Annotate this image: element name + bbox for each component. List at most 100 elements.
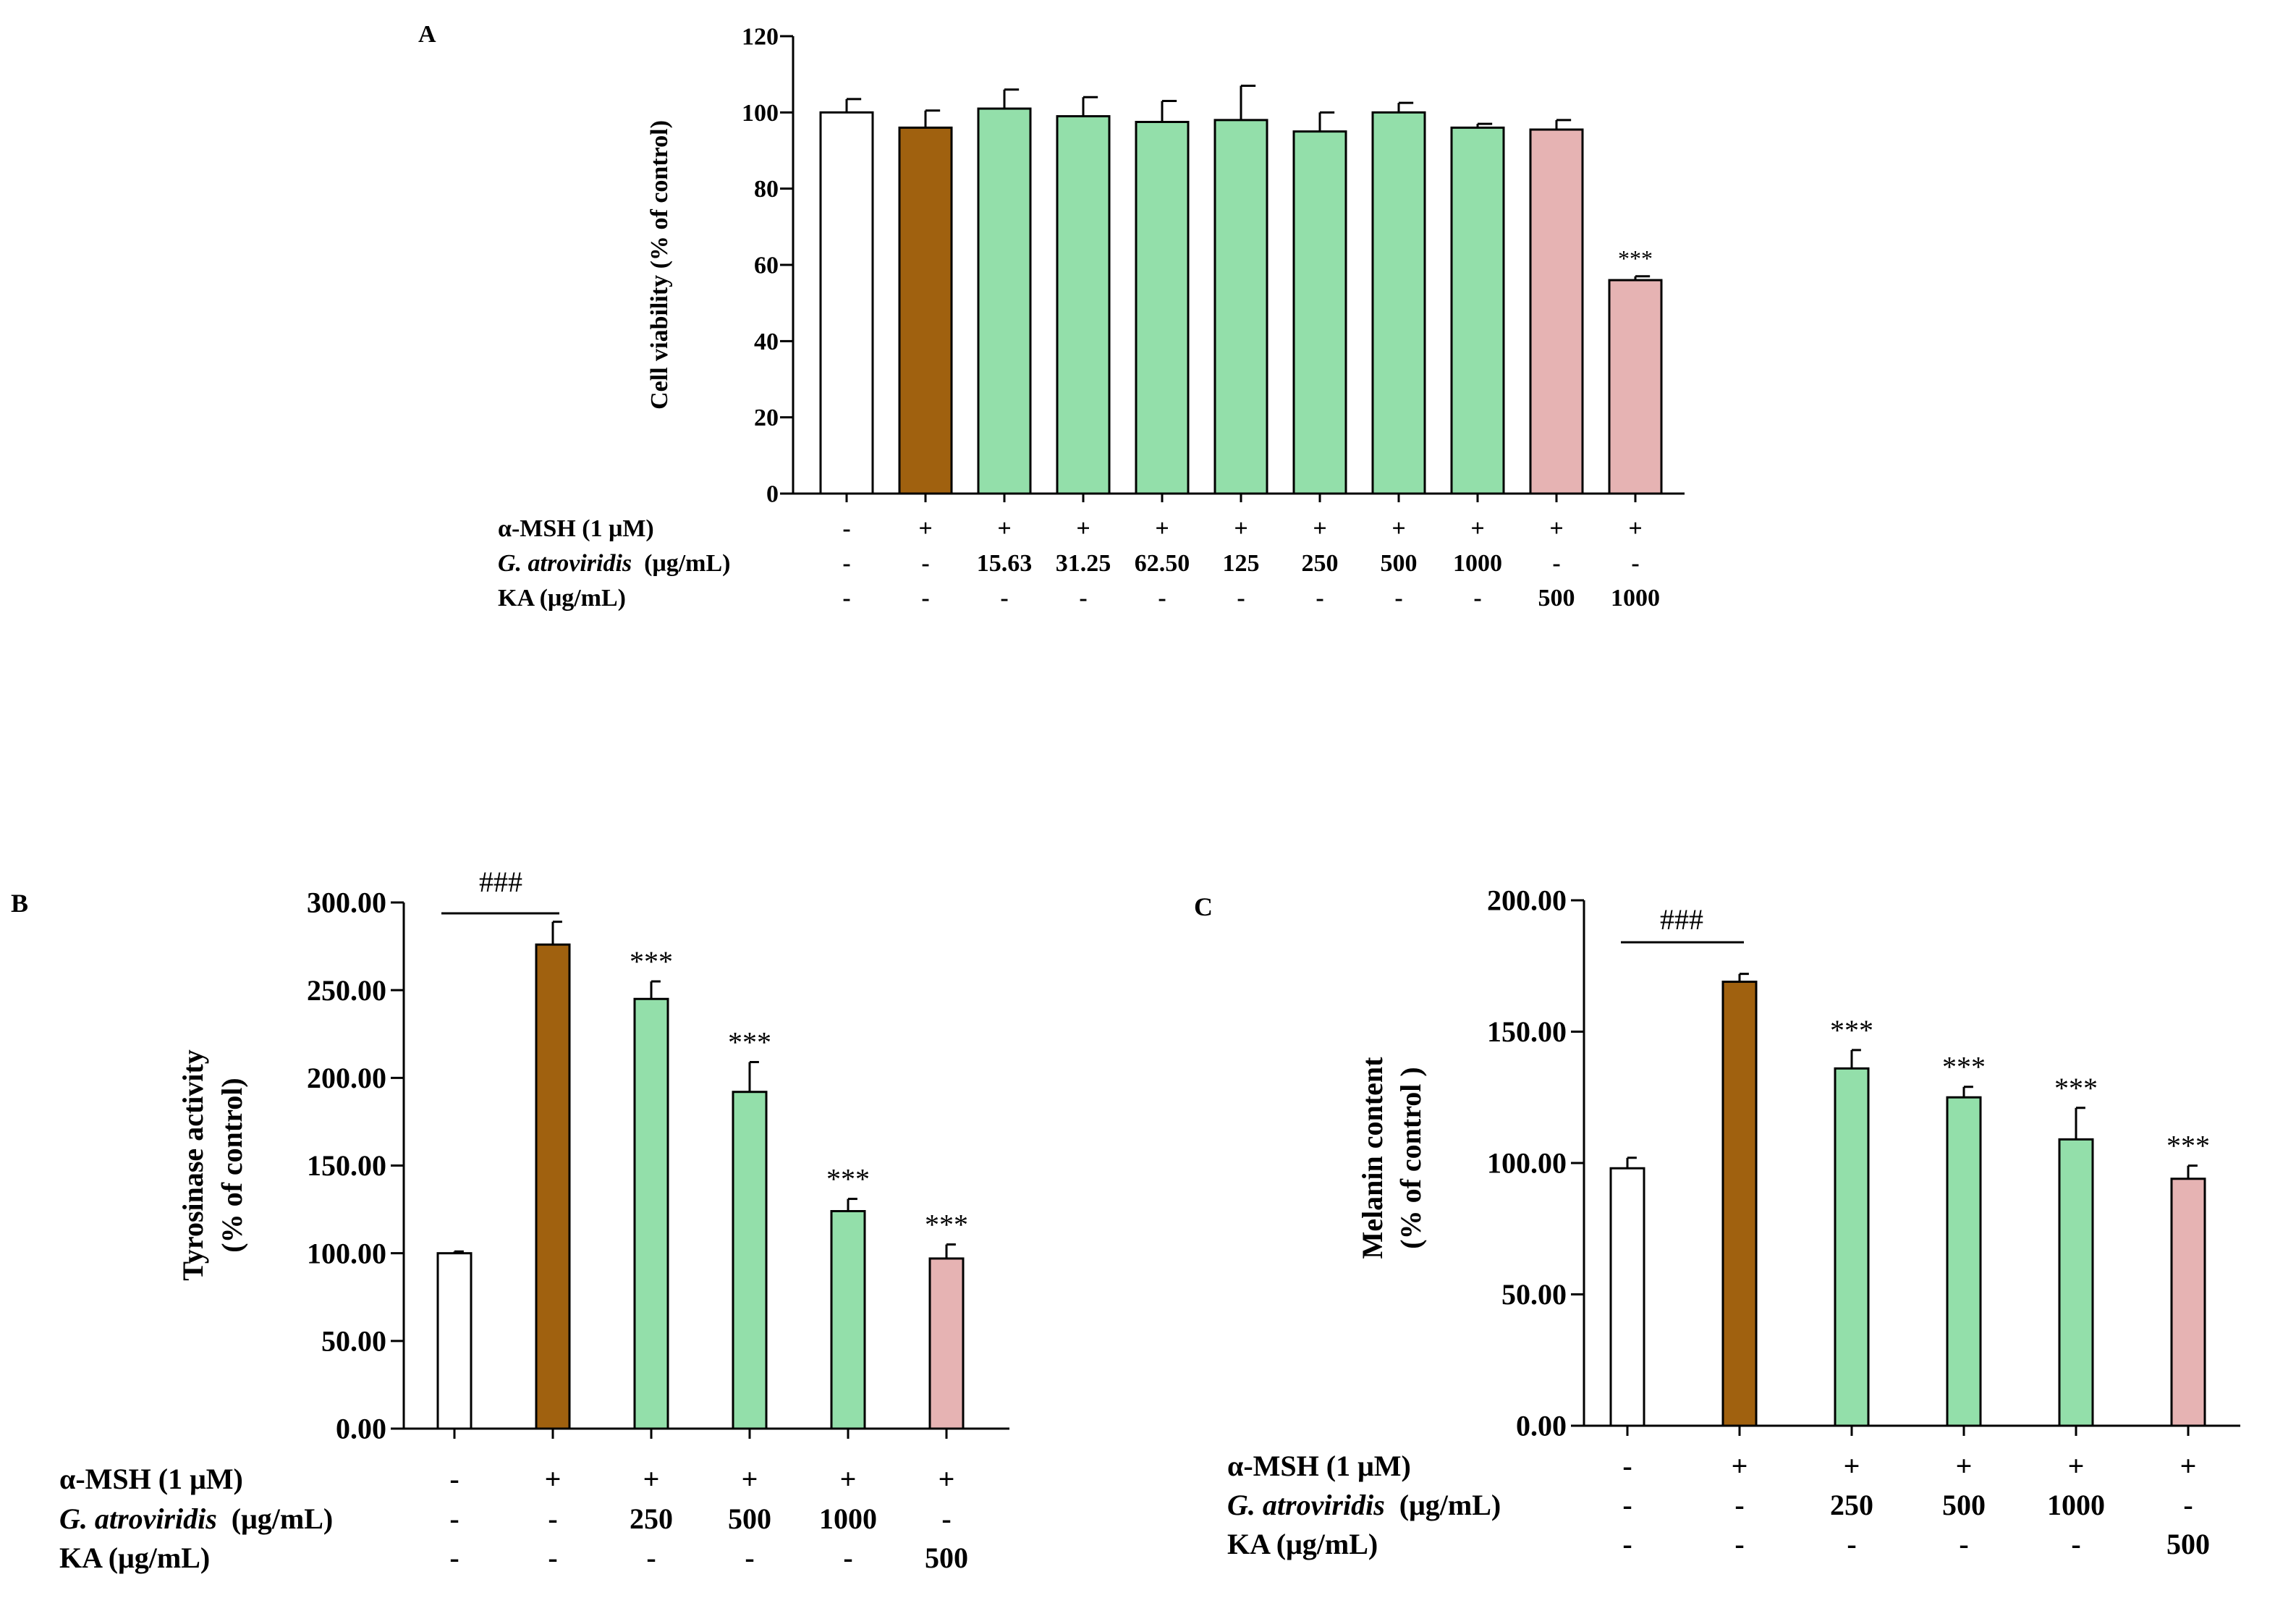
y-tick-label: 40	[754, 329, 779, 355]
row-value: 500	[1381, 550, 1418, 577]
row-value: 1000	[819, 1502, 877, 1535]
row-value: -	[1847, 1528, 1856, 1560]
row-value: +	[997, 515, 1011, 542]
y-tick-label: 250.00	[307, 974, 386, 1007]
bar	[1292, 130, 1347, 495]
row-value: +	[545, 1463, 562, 1495]
row-value: 1000	[1453, 550, 1502, 577]
row-label-units: (μg/mL)	[1399, 1489, 1501, 1521]
y-tick-label: 60	[754, 253, 779, 279]
significance-label: ***	[2166, 1130, 2210, 1162]
bar	[819, 111, 874, 495]
bar	[1056, 115, 1111, 495]
row-value: -	[1622, 1528, 1632, 1560]
bar	[633, 997, 669, 1430]
bar	[928, 1257, 965, 1430]
row-label: α-MSH (1 μM)	[59, 1463, 243, 1495]
row-value: +	[1234, 515, 1247, 542]
row-label: KA (μg/mL)	[498, 585, 626, 612]
row-value: +	[918, 515, 932, 542]
row-value: +	[2068, 1450, 2085, 1482]
row-label: G. atroviridis (μg/mL)	[59, 1502, 333, 1535]
significance-label: ***	[1618, 245, 1653, 271]
significance-label: ***	[1942, 1051, 1986, 1083]
row-value: -	[1394, 585, 1402, 612]
row-value: +	[2180, 1450, 2197, 1482]
bar	[1529, 128, 1584, 495]
row-value: -	[842, 550, 850, 577]
row-label: KA (μg/mL)	[59, 1542, 210, 1574]
row-value: 500	[728, 1502, 771, 1535]
panel-b: B 0.00 50.00 100.00 150.00 200.00 250.00 300.00…	[11, 866, 1009, 1574]
bar	[898, 126, 953, 495]
row-label-species: G. atroviridis	[59, 1502, 217, 1535]
row-label: G. atroviridis (μg/mL)	[1227, 1489, 1501, 1521]
y-tick-label: 0.00	[1516, 1410, 1567, 1442]
row-value: 62.50	[1135, 550, 1190, 577]
row-value: 125	[1223, 550, 1260, 577]
row-value: -	[842, 585, 850, 612]
row-value: 15.63	[977, 550, 1033, 577]
y-tick-label: 20	[754, 405, 779, 431]
row-label: G. atroviridis (μg/mL)	[498, 550, 731, 577]
row-value: -	[921, 585, 929, 612]
y-tick-label: 0.00	[336, 1413, 386, 1445]
y-tick-label: 0	[766, 481, 779, 508]
significance-label: ***	[826, 1163, 870, 1196]
row-label-units: (μg/mL)	[232, 1502, 333, 1535]
row-value: -	[548, 1542, 557, 1574]
bar	[1608, 279, 1663, 495]
row-value: -	[842, 515, 850, 542]
row-value: -	[1000, 585, 1008, 612]
bar	[1213, 119, 1268, 495]
row-label: α-MSH (1 μM)	[498, 515, 654, 542]
row-value: -	[1631, 550, 1639, 577]
panel-letter: C	[1194, 892, 1213, 921]
row-value: +	[939, 1463, 955, 1495]
row-value: -	[1237, 585, 1245, 612]
bar	[1721, 981, 1758, 1427]
panel-letter: B	[11, 889, 28, 918]
bar	[2058, 1138, 2094, 1427]
y-tick-label: 50.00	[321, 1324, 386, 1357]
y-axis-label-units: (% of control )	[1394, 1067, 1427, 1248]
y-tick-label: 50.00	[1501, 1278, 1567, 1311]
bar	[436, 1252, 473, 1430]
row-value: -	[745, 1542, 754, 1574]
row-value: 500	[1942, 1489, 1986, 1521]
bar	[1371, 111, 1426, 495]
y-tick-label: 300.00	[307, 887, 386, 919]
row-label-units: (μg/mL)	[644, 550, 730, 577]
y-tick-label: 120	[742, 24, 779, 51]
row-label-species: G. atroviridis	[1227, 1489, 1385, 1521]
row-value: +	[1732, 1450, 1748, 1482]
row-value: -	[1622, 1489, 1632, 1521]
row-value: -	[1158, 585, 1166, 612]
row-value: -	[548, 1502, 557, 1535]
comparison-label: ###	[479, 866, 522, 898]
y-axis-label: Melanin content	[1356, 1057, 1389, 1259]
comparison-label: ###	[1660, 903, 1703, 936]
y-tick-label: 80	[754, 176, 779, 203]
row-value: -	[1734, 1528, 1744, 1560]
y-tick-label: 100.00	[307, 1237, 386, 1269]
y-tick-label: 100.00	[1487, 1147, 1567, 1180]
bar	[977, 107, 1032, 495]
row-value: -	[1552, 550, 1560, 577]
significance-label: ***	[2054, 1072, 2098, 1104]
row-value: +	[643, 1463, 660, 1495]
row-value: +	[1155, 515, 1169, 542]
row-value: -	[843, 1542, 852, 1574]
row-value: +	[1549, 515, 1563, 542]
row-value: 500	[925, 1542, 968, 1574]
row-value: +	[742, 1463, 758, 1495]
y-tick-label: 150.00	[307, 1149, 386, 1182]
row-value: -	[2071, 1528, 2080, 1560]
panel-letter: A	[418, 21, 436, 48]
row-value: +	[1313, 515, 1326, 542]
row-value: -	[941, 1502, 951, 1535]
row-value: 1000	[2047, 1489, 2105, 1521]
row-value: -	[921, 550, 929, 577]
bar	[2170, 1177, 2206, 1427]
